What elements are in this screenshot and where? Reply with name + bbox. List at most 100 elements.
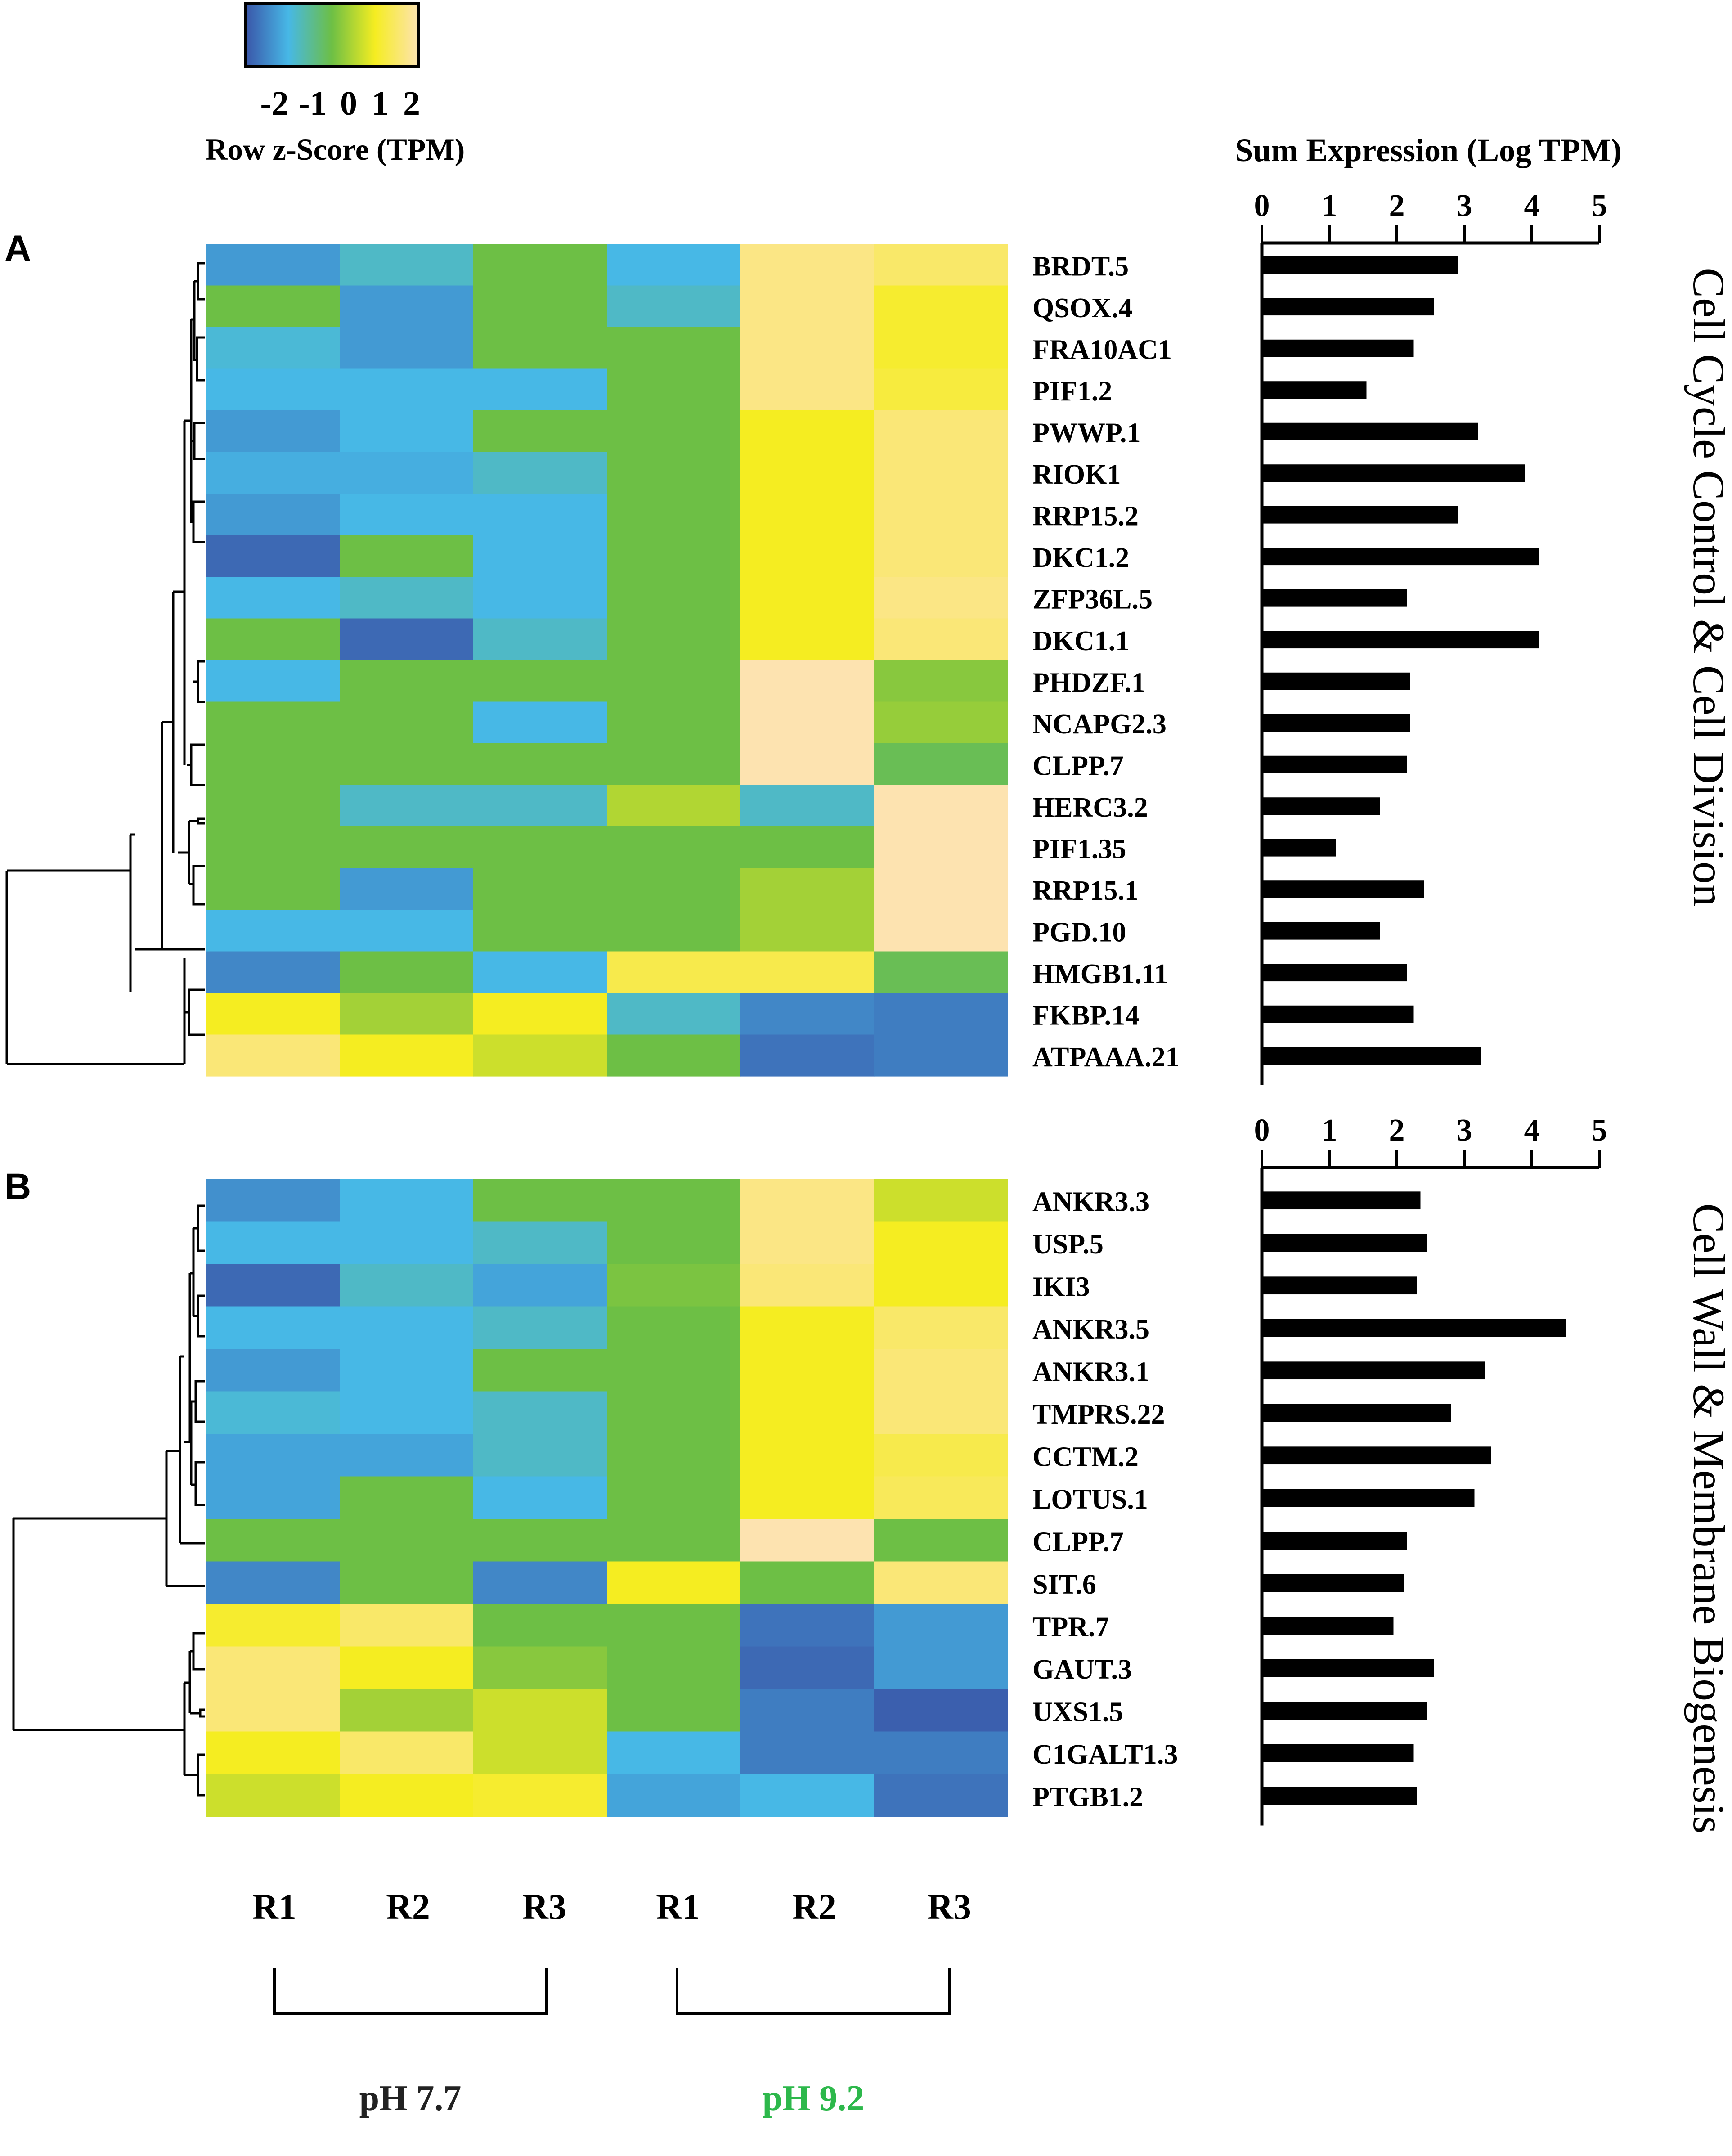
heatmap-cell (473, 1434, 607, 1477)
heatmap-cell (874, 868, 1008, 910)
heatmap-cell (473, 1221, 607, 1264)
heatmap-cell (740, 494, 875, 536)
heatmap-cell (473, 785, 607, 827)
gene-label: TMPRS.22 (1032, 1399, 1165, 1430)
gene-label: ANKR3.3 (1032, 1186, 1149, 1217)
heatmap-cell (607, 368, 741, 411)
expression-bar (1262, 339, 1414, 357)
heatmap-cell (473, 951, 607, 993)
heatmap-cell (607, 244, 741, 286)
heatmap-cell (740, 826, 875, 869)
heatmap-cell (607, 1306, 741, 1349)
heatmap-cell (607, 1349, 741, 1392)
gene-label: HERC3.2 (1032, 792, 1148, 823)
expression-bar (1262, 797, 1380, 815)
heatmap-cell (607, 410, 741, 453)
gene-label: FKBP.14 (1032, 1000, 1139, 1031)
column-label: R1 (656, 1887, 700, 1927)
heatmap-cell (607, 1434, 741, 1477)
heatmap-cell (740, 1221, 875, 1264)
expression-bar (1262, 1404, 1451, 1422)
heatmap-cell (740, 993, 875, 1035)
expression-bar (1262, 381, 1367, 399)
heatmap-cell (874, 1689, 1008, 1732)
heatmap-cell (340, 410, 474, 453)
heatmap-cell (874, 993, 1008, 1035)
heatmap-cell (340, 1689, 474, 1732)
heatmap-cell (206, 701, 340, 744)
heatmap-cell (740, 1264, 875, 1307)
heatmap-cell (607, 743, 741, 786)
heatmap-a (206, 244, 1008, 1077)
expression-bar (1262, 714, 1410, 732)
expression-bar (1262, 1276, 1417, 1295)
heatmap-cell (740, 1689, 875, 1732)
heatmap-cell (874, 535, 1008, 577)
expression-bar (1262, 1319, 1566, 1337)
gene-label: IKI3 (1032, 1271, 1090, 1302)
legend-tick: 2 (403, 85, 420, 122)
heatmap-cell (206, 1264, 340, 1307)
expression-bar (1262, 1659, 1434, 1677)
bracket-ph92 (676, 1968, 951, 2015)
heatmap-cell (874, 1774, 1008, 1817)
heatmap-cell (473, 244, 607, 286)
heatmap-cell (206, 743, 340, 786)
heatmap-cell (874, 951, 1008, 993)
expression-bar (1262, 1446, 1491, 1465)
heatmap-cell (340, 1731, 474, 1774)
heatmap-cell (874, 1034, 1008, 1077)
heatmap-cell (874, 285, 1008, 328)
heatmap-cell (607, 1774, 741, 1817)
expression-bar (1262, 1744, 1414, 1762)
heatmap-cell (607, 1561, 741, 1604)
expression-bar (1262, 964, 1407, 982)
expression-bar (1262, 1489, 1475, 1507)
heatmap-cell (206, 1646, 340, 1689)
heatmap-cell (473, 452, 607, 494)
gene-label: NCAPG2.3 (1032, 709, 1167, 740)
heatmap-cell (340, 743, 474, 786)
heatmap-cell (340, 993, 474, 1035)
gene-label: ANKR3.5 (1032, 1314, 1149, 1345)
heatmap-cell (607, 1476, 741, 1519)
heatmap-cell (206, 535, 340, 577)
group-title-b: Cell Wall & Membrane Biogenesis (1684, 1204, 1732, 1834)
heatmap-cell (874, 785, 1008, 827)
expression-bar (1262, 548, 1539, 566)
heatmap-cell (206, 285, 340, 328)
heatmap-cell (473, 1561, 607, 1604)
expression-bar (1262, 1574, 1404, 1592)
heatmap-cell (340, 951, 474, 993)
heatmap-cell (473, 1179, 607, 1222)
column-label: R1 (252, 1887, 296, 1927)
expression-bar (1262, 672, 1410, 690)
heatmap-cell (473, 743, 607, 786)
heatmap-cell (607, 660, 741, 702)
legend-gradient-bar (244, 2, 420, 68)
heatmap-cell (607, 1646, 741, 1689)
gene-label: UXS1.5 (1032, 1697, 1123, 1727)
heatmap-cell (607, 1221, 741, 1264)
heatmap-cell (874, 244, 1008, 286)
heatmap-cell (473, 1689, 607, 1732)
heatmap-cell (473, 577, 607, 619)
heatmap-cell (607, 826, 741, 869)
heatmap-cell (473, 368, 607, 411)
heatmap-cell (607, 1604, 741, 1647)
column-label: R2 (792, 1887, 836, 1927)
heatmap-cell (473, 410, 607, 453)
gene-label: PGD.10 (1032, 917, 1126, 948)
heatmap-cell (740, 951, 875, 993)
heatmap-cell (607, 993, 741, 1035)
heatmap-cell (473, 1604, 607, 1647)
gene-label: C1GALT1.3 (1032, 1739, 1178, 1770)
heatmap-cell (473, 1306, 607, 1349)
group-label-ph92: pH 9.2 (763, 2079, 865, 2118)
bar-axis-tick-label: 4 (1524, 189, 1540, 223)
expression-bar (1262, 1361, 1485, 1380)
heatmap-cell (874, 1731, 1008, 1774)
heatmap-cell (473, 327, 607, 369)
heatmap-cell (740, 327, 875, 369)
